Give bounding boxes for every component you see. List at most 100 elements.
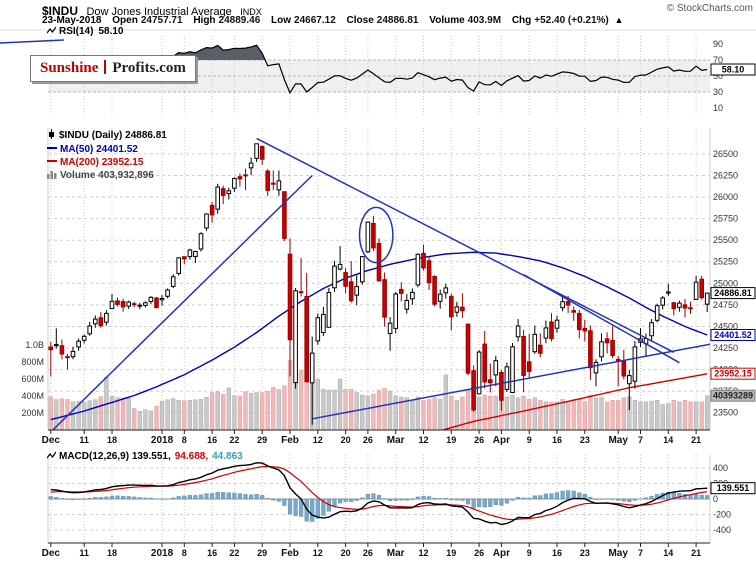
close-value: 24886.81 bbox=[376, 15, 419, 26]
svg-text:1.0B: 1.0B bbox=[25, 340, 44, 350]
svg-text:14: 14 bbox=[663, 435, 673, 445]
svg-text:Dec: Dec bbox=[42, 548, 61, 559]
svg-text:22: 22 bbox=[229, 548, 239, 558]
macd-legend: MACD(12,26,9) 139.551, 94.688, 44.863 bbox=[46, 451, 243, 463]
chg-label: Chg bbox=[511, 15, 532, 26]
rsi-legend: RSI(14) 58.10 bbox=[46, 26, 124, 38]
svg-text:50: 50 bbox=[713, 71, 723, 81]
svg-text:26500: 26500 bbox=[713, 149, 738, 159]
svg-text:40393289: 40393289 bbox=[713, 391, 753, 401]
candlestick-icon bbox=[47, 129, 56, 143]
svg-text:24401.52: 24401.52 bbox=[714, 330, 752, 340]
svg-text:7: 7 bbox=[638, 548, 643, 558]
macd-line-value: 139.551, bbox=[131, 451, 171, 462]
svg-text:8: 8 bbox=[182, 548, 187, 558]
macd-title-and-value: MACD(12,26,9) 139.551, bbox=[59, 451, 171, 462]
logo-separator bbox=[104, 60, 107, 74]
series-indu-label: $INDU (Daily) bbox=[59, 130, 123, 141]
low-value: 24667.12 bbox=[294, 15, 336, 26]
svg-text:24750: 24750 bbox=[713, 300, 738, 310]
svg-text:May: May bbox=[608, 435, 628, 446]
ma200-value: 23952.15 bbox=[101, 157, 144, 168]
rsi-current-value: 58.10 bbox=[98, 26, 124, 37]
sunshine-profits-logo[interactable]: Sunshine Profits.com bbox=[30, 55, 196, 82]
svg-text:29: 29 bbox=[257, 435, 267, 445]
exchange-label: INDX bbox=[240, 7, 262, 17]
svg-text:58.10: 58.10 bbox=[722, 65, 745, 75]
ma200-line-icon bbox=[47, 160, 57, 162]
svg-text:Feb: Feb bbox=[281, 548, 299, 559]
svg-text:30: 30 bbox=[713, 87, 723, 97]
svg-text:23500: 23500 bbox=[713, 408, 738, 418]
series-indu-value: 24886.81 bbox=[125, 130, 167, 141]
low-label: Low bbox=[271, 15, 292, 26]
svg-text:20: 20 bbox=[341, 435, 351, 445]
svg-text:800M: 800M bbox=[21, 357, 44, 367]
svg-text:25000: 25000 bbox=[713, 278, 738, 288]
svg-text:11: 11 bbox=[79, 548, 89, 558]
svg-text:29: 29 bbox=[257, 548, 267, 558]
svg-text:18: 18 bbox=[107, 435, 117, 445]
svg-text:23: 23 bbox=[580, 435, 590, 445]
volume-bars-icon bbox=[47, 170, 57, 183]
svg-text:7: 7 bbox=[638, 435, 643, 445]
quote-date: 23-May-2018 bbox=[42, 15, 102, 26]
ma200-label: MA(200) bbox=[60, 157, 99, 168]
svg-text:9: 9 bbox=[527, 435, 532, 445]
chart-header: $INDU Dow Jones Industrial Average INDX bbox=[42, 2, 262, 20]
price-legend: $INDU (Daily) 24886.81 MA(50) 24401.52 M… bbox=[47, 129, 167, 183]
svg-text:21: 21 bbox=[691, 435, 701, 445]
svg-text:11: 11 bbox=[79, 435, 89, 445]
svg-text:90: 90 bbox=[713, 39, 723, 49]
svg-text:25500: 25500 bbox=[713, 235, 738, 245]
svg-text:24500: 24500 bbox=[713, 321, 738, 331]
svg-text:Mar: Mar bbox=[387, 548, 405, 559]
zigzag-icon bbox=[46, 451, 57, 463]
svg-text:May: May bbox=[608, 548, 628, 559]
svg-text:23952.15: 23952.15 bbox=[714, 369, 752, 379]
svg-text:Apr: Apr bbox=[493, 435, 510, 446]
ma50-value: 24401.52 bbox=[96, 144, 138, 155]
chg-value: +52.40 (+0.21%) bbox=[534, 15, 609, 26]
svg-text:26: 26 bbox=[363, 435, 373, 445]
svg-text:18: 18 bbox=[107, 548, 117, 558]
svg-text:Apr: Apr bbox=[493, 548, 510, 559]
svg-text:23: 23 bbox=[580, 548, 590, 558]
ticker-name: Dow Jones Industrial Average bbox=[86, 6, 232, 18]
svg-text:Dec: Dec bbox=[42, 435, 61, 446]
svg-text:2018: 2018 bbox=[151, 435, 174, 446]
svg-text:20: 20 bbox=[341, 548, 351, 558]
svg-text:9: 9 bbox=[527, 548, 532, 558]
svg-text:19: 19 bbox=[446, 435, 456, 445]
svg-text:2018: 2018 bbox=[151, 548, 174, 559]
svg-text:Mar: Mar bbox=[387, 435, 405, 446]
svg-text:0: 0 bbox=[713, 494, 718, 504]
svg-text:8: 8 bbox=[182, 435, 187, 445]
open-value: 24757.71 bbox=[140, 15, 183, 26]
svg-text:26000: 26000 bbox=[713, 192, 738, 202]
macd-signal-value: 94.688, bbox=[174, 451, 209, 462]
svg-text:-400: -400 bbox=[713, 525, 731, 535]
svg-text:16: 16 bbox=[207, 548, 217, 558]
volume-legend-value: 403,932,896 bbox=[98, 170, 154, 181]
svg-text:12: 12 bbox=[418, 548, 428, 558]
copyright-link[interactable]: © StockCharts.com bbox=[666, 3, 753, 14]
logo-part1: Sunshine bbox=[40, 60, 99, 76]
svg-text:26: 26 bbox=[363, 548, 373, 558]
svg-text:10: 10 bbox=[713, 103, 723, 113]
zigzag-icon bbox=[46, 26, 57, 38]
svg-text:14: 14 bbox=[663, 548, 673, 558]
svg-text:16: 16 bbox=[207, 435, 217, 445]
svg-text:26: 26 bbox=[474, 435, 484, 445]
svg-text:600M: 600M bbox=[21, 374, 44, 384]
svg-text:-200: -200 bbox=[713, 510, 731, 520]
svg-text:25750: 25750 bbox=[713, 214, 738, 224]
svg-text:19: 19 bbox=[446, 548, 456, 558]
svg-text:12: 12 bbox=[418, 435, 428, 445]
svg-text:12: 12 bbox=[313, 548, 323, 558]
svg-text:70: 70 bbox=[713, 55, 723, 65]
rsi-title: RSI(14) bbox=[59, 26, 94, 37]
ma50-label: MA(50) bbox=[60, 144, 94, 155]
